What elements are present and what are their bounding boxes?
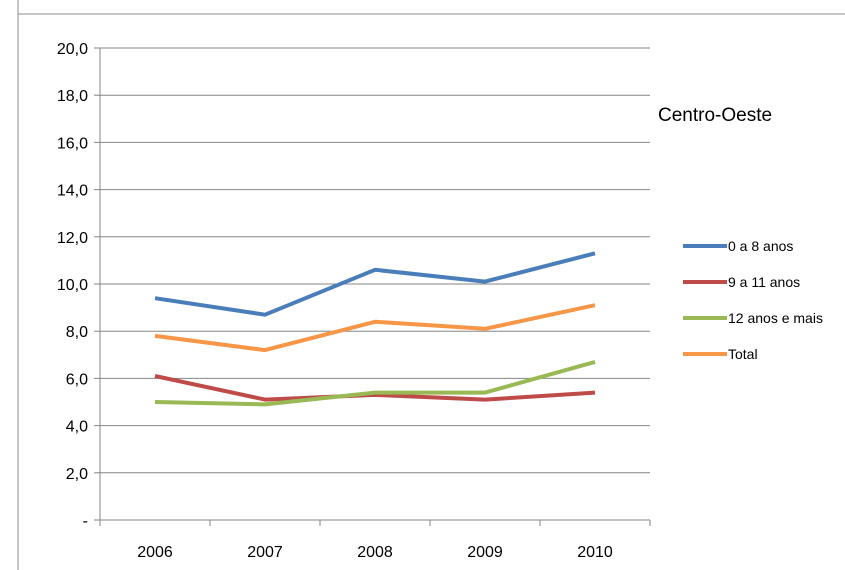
x-tick-label: 2006 [137,544,173,561]
legend-label: 9 a 11 anos [728,274,800,290]
y-tick-labels: - 2,0 4,0 6,0 8,0 10,0 12,0 14,0 16,0 18,0 20,0 [57,41,88,530]
x-tick-label: 2009 [467,544,503,561]
x-tick-label: 2010 [577,544,613,561]
gridlines [100,47,650,474]
legend-label: 12 anos e mais [728,310,823,326]
series-line [154,251,596,317]
legend-label: Total [728,346,758,362]
series-line [154,374,596,402]
legend-label: 0 a 8 anos [728,238,793,254]
y-tick-label: 16,0 [57,135,88,152]
chart-title: Centro-Oeste [658,105,772,126]
y-tick-label: 14,0 [57,183,88,200]
axes [94,47,651,526]
legend: 0 a 8 anos 9 a 11 anos 12 anos e mais Total [683,238,823,362]
series-line [154,359,596,407]
x-tick-labels: 2006 2007 2008 2009 2010 [137,544,613,561]
series-lines [154,251,596,407]
y-tick-label: 2,0 [66,466,88,483]
x-tick-label: 2008 [357,544,393,561]
y-tick-label: 10,0 [57,277,88,294]
x-tick-label: 2007 [247,544,283,561]
y-tick-label: 8,0 [66,324,88,341]
y-tick-label: 12,0 [57,230,88,247]
series-line [154,303,596,353]
y-tick-label: 18,0 [57,88,88,105]
chart-border [17,0,845,570]
y-tick-label: - [83,513,88,530]
y-tick-label: 4,0 [66,419,88,436]
y-tick-label: 6,0 [66,371,88,388]
y-tick-label: 20,0 [57,41,88,58]
